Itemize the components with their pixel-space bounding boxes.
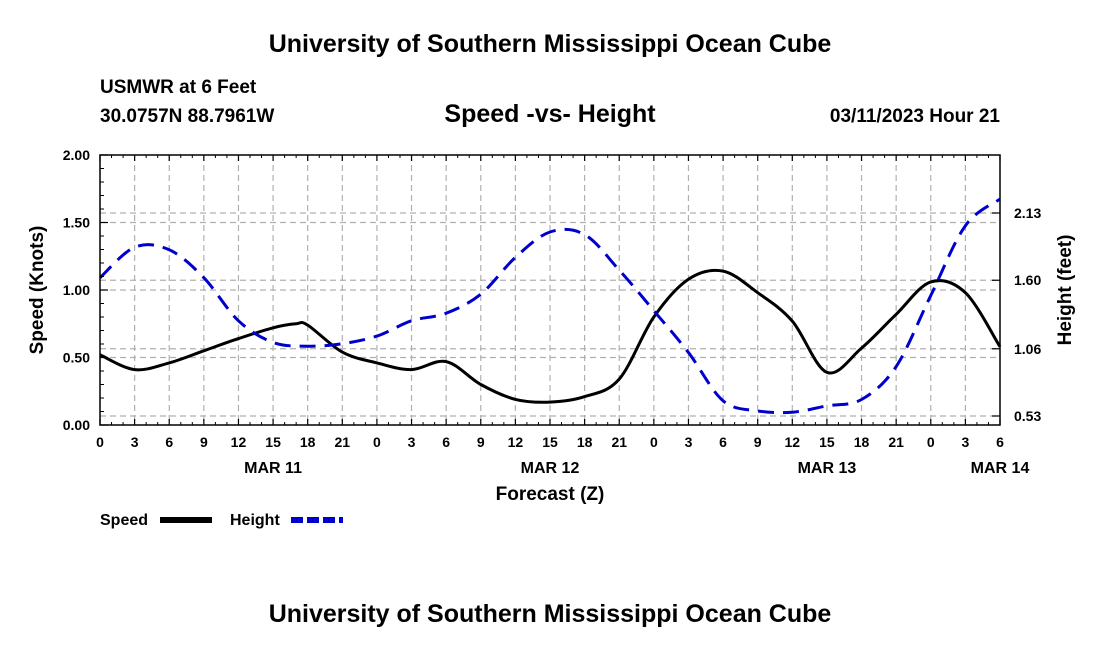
- y-left-tick-label: 1.00: [63, 282, 90, 298]
- y-right-tick-label: 0.53: [1014, 408, 1041, 424]
- x-tick-label: 6: [719, 434, 727, 450]
- x-tick-label: 0: [650, 434, 658, 450]
- x-tick-label: 6: [996, 434, 1004, 450]
- y-left-tick-label: 0.50: [63, 350, 90, 366]
- x-tick-label: 3: [685, 434, 693, 450]
- x-tick-label: 12: [785, 434, 801, 450]
- x-tick-label: 9: [200, 434, 208, 450]
- x-tick-label: 3: [408, 434, 416, 450]
- y-left-tick-label: 2.00: [63, 147, 90, 163]
- x-tick-label: 21: [888, 434, 904, 450]
- legend-label-height: Height: [230, 512, 280, 529]
- legend-label-speed: Speed: [100, 512, 148, 529]
- day-label: MAR 14: [971, 460, 1030, 477]
- ticks: 0 3 6 9 12 15 18 21 0 3 6 9 12 15 18 21 0 3 6 9 12 15 18 21 0 3 6 M…: [63, 147, 1042, 477]
- x-tick-label: 12: [508, 434, 524, 450]
- x-tick-label: 0: [373, 434, 381, 450]
- x-tick-label: 0: [927, 434, 935, 450]
- x-tick-label: 9: [477, 434, 485, 450]
- x-tick-label: 15: [542, 434, 558, 450]
- chart-title: Speed -vs- Height: [444, 100, 656, 128]
- day-label: MAR 12: [521, 460, 580, 477]
- x-tick-label: 0: [96, 434, 104, 450]
- x-tick-label: 3: [961, 434, 969, 450]
- x-tick-label: 21: [611, 434, 627, 450]
- y-right-tick-label: 1.06: [1014, 341, 1041, 357]
- y-axis-left-title: Speed (Knots): [27, 226, 48, 355]
- legend: Speed Height: [100, 512, 343, 529]
- y-left-tick-label: 0.00: [63, 417, 90, 433]
- day-label: MAR 11: [244, 460, 302, 477]
- y-right-tick-label: 1.60: [1014, 272, 1041, 288]
- grid: [100, 155, 1000, 425]
- x-tick-label: 9: [754, 434, 762, 450]
- top-title: University of Southern Mississippi Ocean…: [268, 30, 832, 58]
- station-label: USMWR at 6 Feet: [100, 77, 257, 98]
- date-label: 03/11/2023 Hour 21: [829, 106, 1000, 127]
- y-axis-right-title: Height (feet): [1055, 235, 1076, 346]
- day-label: MAR 13: [798, 460, 857, 477]
- x-tick-label: 18: [577, 434, 593, 450]
- x-tick-label: 18: [300, 434, 316, 450]
- x-tick-label: 12: [231, 434, 247, 450]
- y-left-tick-label: 1.50: [63, 215, 90, 231]
- x-tick-label: 15: [265, 434, 281, 450]
- bottom-title: University of Southern Mississippi Ocean…: [268, 600, 832, 628]
- x-tick-label: 6: [165, 434, 173, 450]
- y-right-tick-label: 2.13: [1014, 205, 1041, 221]
- x-tick-label: 21: [335, 434, 351, 450]
- x-tick-label: 15: [819, 434, 835, 450]
- series-line-height: [98, 197, 1001, 415]
- coordinates-label: 30.0757N 88.7961W: [100, 106, 275, 127]
- x-tick-label: 18: [854, 434, 870, 450]
- x-axis-title: Forecast (Z): [496, 484, 605, 505]
- x-tick-label: 6: [442, 434, 450, 450]
- x-tick-label: 3: [131, 434, 139, 450]
- series-line-speed: [99, 268, 1002, 404]
- series-layer: [98, 197, 1002, 415]
